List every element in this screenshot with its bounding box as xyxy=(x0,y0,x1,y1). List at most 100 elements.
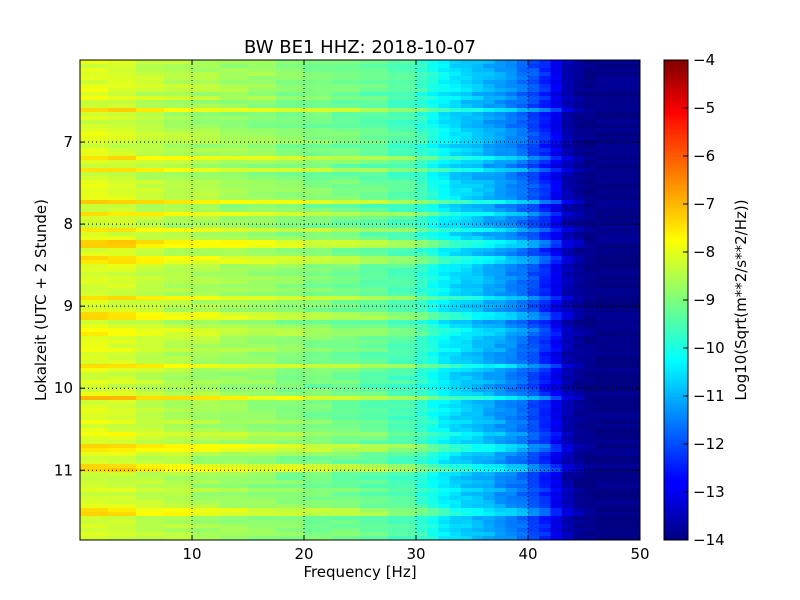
heatmap-cell xyxy=(505,356,518,361)
heatmap-cell xyxy=(164,444,193,449)
heatmap-cell xyxy=(472,288,484,293)
heatmap-cell xyxy=(416,480,428,485)
heatmap-cell xyxy=(80,272,109,277)
heatmap-cell xyxy=(427,248,439,253)
heatmap-cell xyxy=(438,204,450,209)
heatmap-cell xyxy=(332,448,361,453)
heatmap-cell xyxy=(427,344,439,349)
heatmap-cell xyxy=(584,428,596,433)
heatmap-cell xyxy=(220,380,249,385)
heatmap-cell xyxy=(572,184,585,189)
heatmap-cell xyxy=(164,136,193,141)
heatmap-cell xyxy=(80,392,109,397)
heatmap-cell xyxy=(164,236,193,241)
heatmap-cell xyxy=(427,376,439,381)
heatmap-cell xyxy=(136,436,165,441)
heatmap-cell xyxy=(360,164,389,169)
heatmap-cell xyxy=(550,528,562,533)
heatmap-cell xyxy=(595,176,641,181)
heatmap-cell xyxy=(561,232,574,237)
heatmap-cell xyxy=(561,88,574,93)
heatmap-cell xyxy=(472,324,484,329)
heatmap-cell xyxy=(427,148,439,153)
heatmap-cell xyxy=(248,428,277,433)
heatmap-cell xyxy=(584,416,596,421)
heatmap-cell xyxy=(539,444,551,449)
heatmap-cell xyxy=(164,360,193,365)
heatmap-cell xyxy=(516,308,529,313)
heatmap-cell xyxy=(572,280,585,285)
heatmap-cell xyxy=(416,512,428,517)
heatmap-cell xyxy=(572,200,585,205)
heatmap-cell xyxy=(460,512,473,517)
heatmap-cell xyxy=(449,168,462,173)
heatmap-cell xyxy=(472,328,484,333)
heatmap-cell xyxy=(220,280,249,285)
heatmap-cell xyxy=(561,388,574,393)
heatmap-cell xyxy=(388,376,417,381)
heatmap-cell xyxy=(561,248,574,253)
heatmap-cell xyxy=(136,132,165,137)
heatmap-cell xyxy=(332,252,361,257)
heatmap-cell xyxy=(516,140,529,145)
heatmap-cell xyxy=(192,280,221,285)
heatmap-cell xyxy=(416,132,428,137)
heatmap-cell xyxy=(164,276,193,281)
heatmap-cell xyxy=(438,164,450,169)
heatmap-cell xyxy=(539,224,551,229)
heatmap-cell xyxy=(136,256,165,261)
heatmap-cell xyxy=(416,200,428,205)
heatmap-cell xyxy=(136,396,165,401)
heatmap-cell xyxy=(80,72,109,77)
heatmap-cell xyxy=(416,404,428,409)
heatmap-cell xyxy=(550,248,562,253)
heatmap-cell xyxy=(388,308,417,313)
heatmap-cell xyxy=(220,336,249,341)
heatmap-cell xyxy=(427,104,439,109)
heatmap-cell xyxy=(360,524,389,529)
heatmap-cell xyxy=(550,268,562,273)
heatmap-cell xyxy=(550,340,562,345)
heatmap-cell xyxy=(561,244,574,249)
heatmap-cell xyxy=(550,500,562,505)
heatmap-cell xyxy=(192,524,221,529)
heatmap-cell xyxy=(360,376,389,381)
heatmap-cell xyxy=(220,440,249,445)
heatmap-cell xyxy=(332,472,361,477)
heatmap-cell xyxy=(460,364,473,369)
heatmap-cell xyxy=(539,208,551,213)
heatmap-cell xyxy=(584,456,596,461)
colorbar: −4−5−6−7−8−9−10−11−12−13−14 Log10(Sqrt(m… xyxy=(663,51,750,549)
heatmap-cell xyxy=(516,224,529,229)
heatmap-cell xyxy=(427,216,439,221)
heatmap-cell xyxy=(561,116,574,121)
heatmap-cell xyxy=(80,440,109,445)
heatmap-cell xyxy=(192,248,221,253)
heatmap-cell xyxy=(416,256,428,261)
heatmap-cell xyxy=(276,120,305,125)
heatmap-cell xyxy=(505,140,518,145)
heatmap-cell xyxy=(550,316,562,321)
heatmap-cell xyxy=(220,272,249,277)
heatmap-cell xyxy=(164,76,193,81)
heatmap-cell xyxy=(561,268,574,273)
heatmap-cell xyxy=(164,240,193,245)
heatmap-cell xyxy=(220,136,249,141)
heatmap-cell xyxy=(427,80,439,85)
heatmap-cell xyxy=(550,288,562,293)
heatmap-cell xyxy=(276,300,305,305)
heatmap-cell xyxy=(505,408,518,413)
heatmap-cell xyxy=(572,440,585,445)
heatmap-cell xyxy=(584,68,596,73)
heatmap-cell xyxy=(528,380,540,385)
heatmap-cell xyxy=(516,384,529,389)
heatmap-cell xyxy=(516,188,529,193)
heatmap-cell xyxy=(460,532,473,537)
heatmap-cell xyxy=(572,232,585,237)
heatmap-cell xyxy=(550,196,562,201)
heatmap-cell xyxy=(220,520,249,525)
heatmap-cell xyxy=(192,404,221,409)
heatmap-cell xyxy=(416,264,428,269)
heatmap-cell xyxy=(360,120,389,125)
heatmap-cell xyxy=(584,172,596,177)
